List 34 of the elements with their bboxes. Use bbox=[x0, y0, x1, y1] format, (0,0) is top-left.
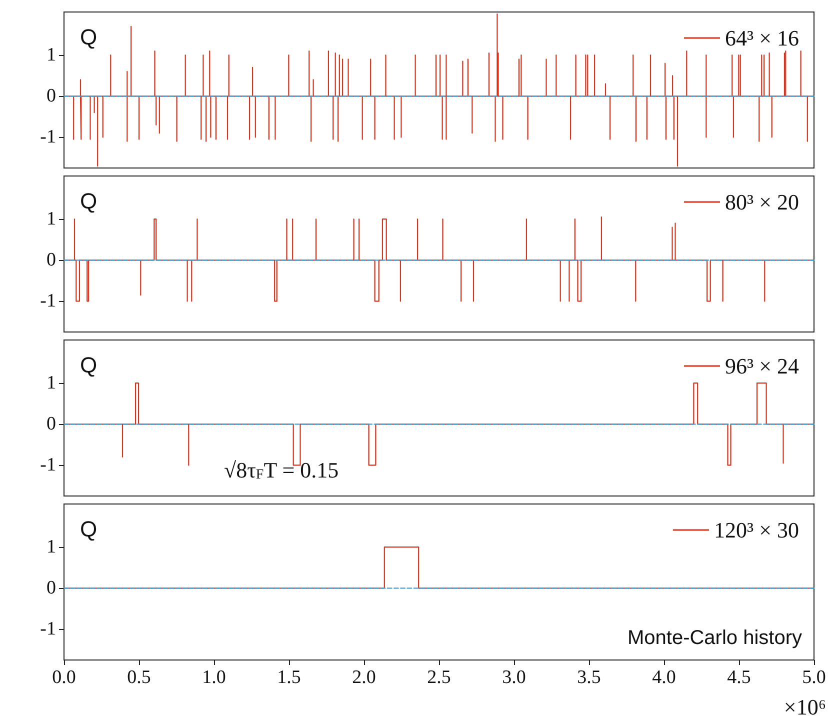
x-tick-label: 4.5 bbox=[727, 667, 751, 688]
x-axis-title: Monte-Carlo history bbox=[627, 627, 802, 649]
x-tick-label: 1.5 bbox=[277, 667, 301, 688]
text: ×10⁶ bbox=[784, 694, 826, 720]
y-axis-title: Q bbox=[80, 352, 98, 378]
y-tick-label: -1 bbox=[40, 618, 56, 640]
x-tick-label: 5.0 bbox=[802, 667, 826, 688]
y-tick-label: -1 bbox=[40, 454, 56, 476]
x-tick-label: 2.5 bbox=[427, 667, 451, 688]
y-axis-title: Q bbox=[80, 516, 98, 542]
x-tick-label: 3.0 bbox=[502, 667, 526, 688]
x-tick-label: 3.5 bbox=[577, 667, 601, 688]
y-tick-label: 1 bbox=[46, 208, 56, 230]
legend-label: 64³ × 16 bbox=[724, 26, 800, 50]
y-tick-label: 1 bbox=[46, 44, 56, 66]
y-tick-label: -1 bbox=[40, 290, 56, 312]
y-tick-label: 0 bbox=[46, 578, 56, 599]
x-tick-label: 0.0 bbox=[52, 667, 76, 688]
x-tick-label: 2.0 bbox=[352, 667, 376, 688]
y-tick-label: 1 bbox=[46, 372, 56, 394]
y-tick-label: 0 bbox=[46, 250, 56, 271]
legend-label: 96³ × 24 bbox=[724, 354, 800, 378]
annotation: √8τFT = 0.15 bbox=[224, 457, 339, 482]
legend-label: 80³ × 20 bbox=[724, 190, 800, 214]
x-tick-label: 1.0 bbox=[202, 667, 226, 688]
y-tick-label: 0 bbox=[46, 86, 56, 107]
legend-label: 120³ × 30 bbox=[714, 518, 800, 542]
y-tick-label: 0 bbox=[46, 414, 56, 435]
y-tick-label: -1 bbox=[40, 126, 56, 148]
x-tick-label: 4.0 bbox=[652, 667, 676, 688]
y-axis-title: Q bbox=[80, 188, 98, 214]
y-axis-title: Q bbox=[80, 24, 98, 50]
x-tick-label: 0.5 bbox=[127, 667, 151, 688]
y-tick-label: 1 bbox=[46, 536, 56, 558]
